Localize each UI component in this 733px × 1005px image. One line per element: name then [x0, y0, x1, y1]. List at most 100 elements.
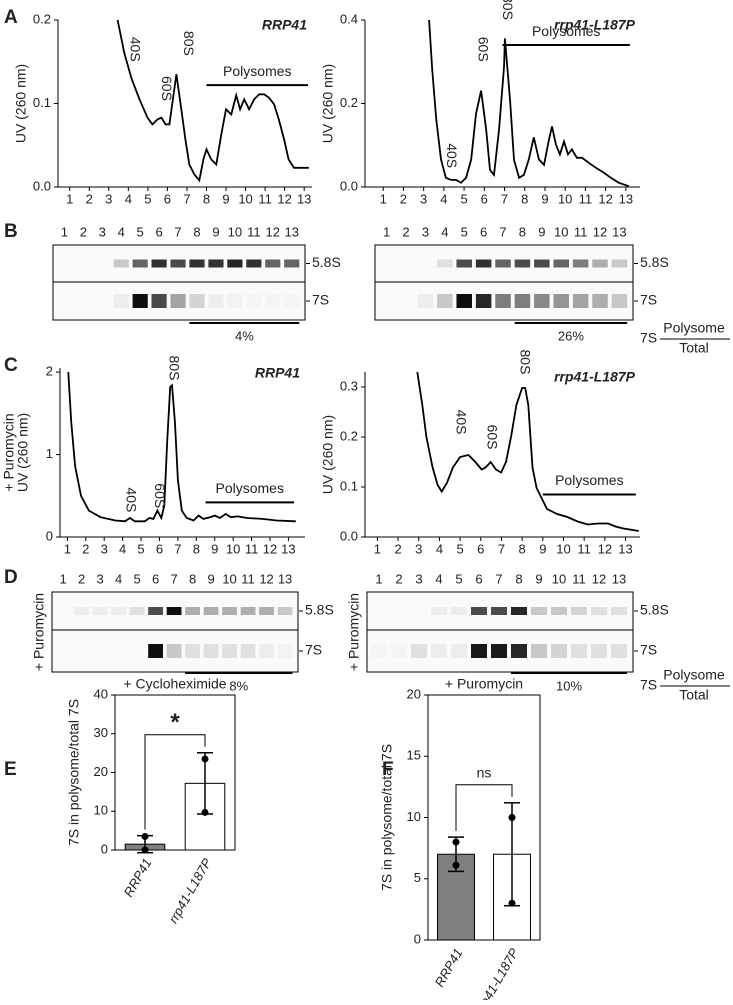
lane-label: 1 — [383, 224, 390, 239]
gel-band — [113, 294, 129, 308]
peak-label: 60S — [476, 37, 492, 62]
gel-band — [491, 644, 507, 658]
gel-band — [471, 607, 487, 615]
y-axis-label: UV (260 nm) — [15, 413, 31, 492]
fraction-label: 4% — [235, 328, 254, 343]
y-tick-label: 0.2 — [340, 95, 358, 110]
peak-label: 40S — [444, 143, 460, 168]
gel-band — [265, 259, 281, 268]
y-tick-label: 0.0 — [33, 178, 51, 193]
y-tick-label: 2 — [46, 364, 53, 379]
y-tick-label: 0.3 — [340, 378, 358, 393]
y-tick-label: 0.1 — [33, 95, 51, 110]
x-tick-label: 6 — [481, 191, 488, 206]
gel-band — [240, 607, 256, 615]
y-axis-label: 7S in polysome/total 7S — [379, 744, 395, 891]
gel-band — [431, 607, 447, 615]
significance-bracket — [144, 734, 206, 830]
gel-band — [534, 294, 550, 308]
gel-band — [451, 644, 467, 658]
y-tick-label: 20 — [407, 686, 421, 701]
gel-band — [208, 294, 224, 308]
lane-label: 5 — [137, 224, 144, 239]
y-axis-label: UV (260 nm) — [13, 64, 29, 143]
lane-label: 7 — [495, 571, 502, 586]
lane-label: 1 — [375, 571, 382, 586]
lane-label: 4 — [118, 224, 125, 239]
lane-label: 3 — [415, 571, 422, 586]
y-axis-prefix: + Puromycin — [1, 413, 17, 491]
fraction-label: 10% — [556, 678, 582, 693]
trace — [428, 19, 630, 188]
x-tick-label: 4 — [125, 191, 132, 206]
x-tick-label: 7 — [501, 191, 508, 206]
lane-label: 4 — [441, 224, 448, 239]
gel-band — [572, 259, 589, 268]
y-tick-label: 0 — [46, 528, 53, 543]
data-point — [508, 899, 516, 907]
side-label: + Puromycin — [346, 593, 362, 671]
lane-label: 4 — [115, 571, 122, 586]
gel-band — [592, 259, 608, 268]
x-tick-label: 13 — [618, 541, 632, 556]
lane-label: 11 — [247, 224, 261, 239]
y-tick-label: 0.2 — [33, 11, 51, 26]
fraction-label: 26% — [558, 328, 584, 343]
gel-band — [129, 607, 145, 615]
lane-label: 8 — [193, 224, 200, 239]
lane-label: 6 — [475, 571, 482, 586]
chart-title: RRP41 — [255, 365, 300, 381]
peak-label: 60S — [159, 76, 175, 101]
y-tick-label: 40 — [94, 686, 108, 701]
x-tick-label: 9 — [539, 541, 546, 556]
gel-band — [240, 644, 256, 658]
x-tick-label: 12 — [277, 191, 291, 206]
data-point — [141, 832, 149, 840]
lane-label: 11 — [574, 224, 588, 239]
gel-band — [611, 607, 627, 615]
y-tick-label: 10 — [407, 809, 421, 824]
gel-band — [227, 294, 242, 308]
gel-band — [551, 644, 567, 658]
lane-label: 1 — [59, 571, 66, 586]
gel-band — [553, 294, 569, 308]
polysome-label: Polysomes — [216, 480, 284, 496]
x-tick-label: 11 — [245, 541, 259, 556]
lane-label: 13 — [612, 571, 626, 586]
lane-label: 11 — [572, 571, 586, 586]
x-tick-label: 13 — [619, 191, 633, 206]
gel-band — [491, 607, 507, 615]
x-tick-label: 10 — [238, 191, 252, 206]
data-point — [201, 755, 209, 763]
lane-label: 13 — [278, 571, 292, 586]
band-label: 5.8S — [640, 254, 669, 270]
x-tick-label: 12 — [598, 191, 612, 206]
gel-band — [451, 607, 467, 615]
x-tick-label: 6 — [164, 191, 171, 206]
panel-label: A — [4, 7, 18, 28]
lane-label: 5 — [461, 224, 468, 239]
lane-label: 13 — [612, 224, 626, 239]
ratio-numerator: Polysome — [663, 667, 725, 683]
gel-band — [511, 607, 527, 615]
gel-band — [259, 644, 274, 658]
x-tick-label: 6 — [477, 541, 484, 556]
data-point — [201, 808, 209, 816]
gel-band — [227, 259, 243, 268]
x-tick-label: 11 — [579, 191, 593, 206]
lane-label: 13 — [285, 224, 299, 239]
polysome-label: Polysomes — [555, 472, 623, 488]
x-tick-label: rrp41-L187P — [165, 855, 214, 925]
x-tick-label: 5 — [456, 541, 463, 556]
gel-band — [246, 259, 262, 268]
gel-band — [151, 259, 167, 268]
ratio-denominator: Total — [679, 340, 709, 356]
ratio-denominator: Total — [679, 687, 709, 703]
band-label: 7S — [305, 642, 322, 658]
gel-band — [571, 607, 587, 615]
peak-label: 40S — [453, 410, 469, 435]
x-tick-label: 11 — [258, 191, 272, 206]
lane-label: 12 — [593, 224, 607, 239]
y-axis-label: UV (260 nm) — [320, 64, 336, 143]
x-tick-label: 3 — [420, 191, 427, 206]
